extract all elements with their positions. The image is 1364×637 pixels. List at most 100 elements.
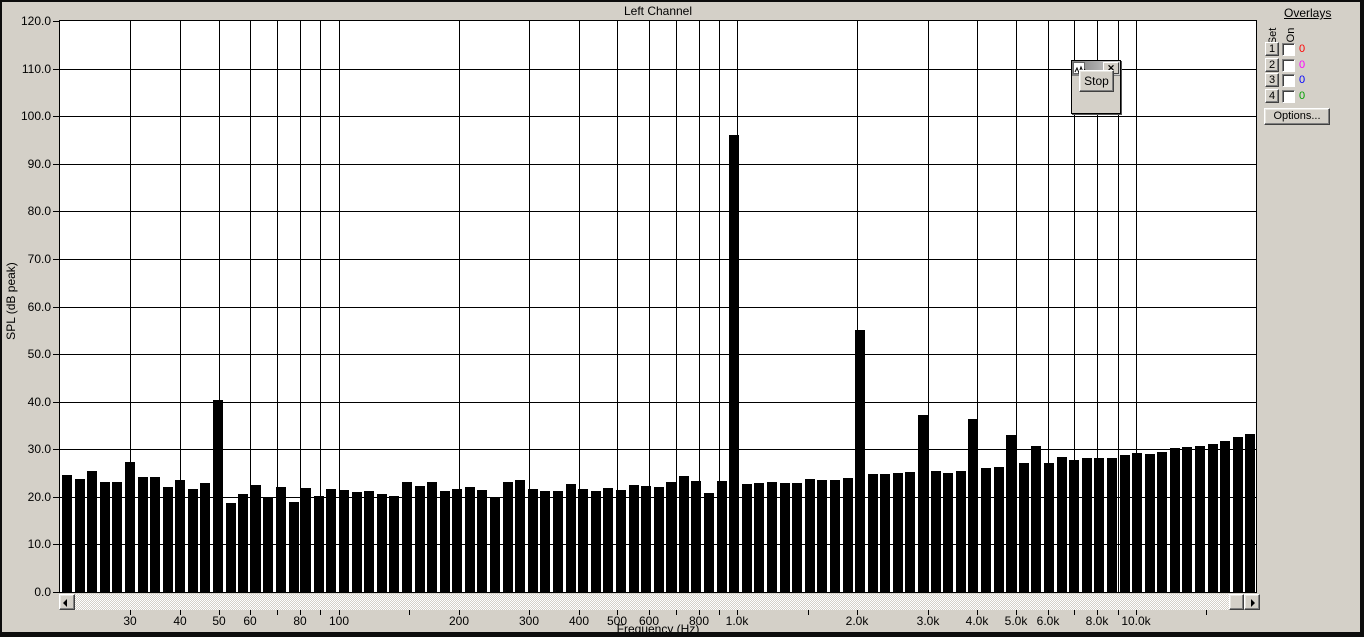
spectrum-bar [402, 482, 412, 592]
y-tick [53, 592, 59, 593]
scroll-right-button[interactable] [1244, 594, 1260, 610]
overlay-row-3: 3 0 [1265, 73, 1325, 87]
grid-line-v [1136, 21, 1137, 592]
overlay-value-2: 0 [1299, 59, 1306, 71]
y-tick-label: 40.0 [27, 395, 51, 409]
spectrum-bar [150, 477, 160, 592]
y-tick [53, 449, 59, 450]
spectrum-bar [843, 478, 853, 592]
grid-line-v [1048, 21, 1049, 592]
spectrum-bar [956, 471, 966, 592]
y-tick [53, 116, 59, 117]
x-tick-label: 400 [568, 614, 590, 628]
spectrum-bar [1082, 458, 1092, 592]
x-tick [1016, 610, 1017, 615]
overlay-set-3-button[interactable]: 3 [1265, 73, 1279, 87]
spectrum-bar [1182, 447, 1192, 592]
spectrum-bar [503, 482, 513, 592]
x-tick [409, 610, 410, 615]
y-tick-label: 20.0 [27, 490, 51, 504]
x-tick [699, 610, 700, 615]
grid-line-v [719, 21, 720, 592]
spectrum-bar [352, 492, 362, 592]
y-tick-label: 10.0 [27, 537, 51, 551]
grid-line-v [180, 21, 181, 592]
spectrum-bar [377, 494, 387, 592]
x-tick [339, 610, 340, 615]
grid-line-v [219, 21, 220, 592]
spectrum-bar [641, 486, 651, 592]
spectrum-bar [87, 471, 97, 592]
grid-line-v [699, 21, 700, 592]
spectrum-bar [540, 491, 550, 592]
spectrum-bar [339, 490, 349, 592]
overlay-set-2-button[interactable]: 2 [1265, 58, 1279, 72]
spectrum-bar [1245, 434, 1255, 592]
spectrum-bar [629, 485, 639, 592]
x-tick [219, 610, 220, 615]
overlay-value-4: 0 [1299, 90, 1306, 102]
overlay-on-1-checkbox[interactable] [1282, 43, 1295, 56]
x-tick-label: 2.0k [845, 614, 869, 628]
x-tick [320, 610, 321, 615]
y-tick-label: 120.0 [20, 14, 51, 28]
overlay-on-3-checkbox[interactable] [1282, 74, 1295, 87]
y-tick [53, 402, 59, 403]
overlay-row-2: 2 0 [1265, 58, 1325, 72]
spectrum-bar [754, 483, 764, 592]
spectrum-bar [717, 481, 727, 592]
x-tick-label: 6.0k [1036, 614, 1060, 628]
options-button[interactable]: Options... [1264, 108, 1330, 125]
x-tick-label: 200 [448, 614, 470, 628]
overlay-on-2-checkbox[interactable] [1282, 59, 1295, 72]
grid-line-v [1016, 21, 1017, 592]
spectrum-bar [767, 482, 777, 592]
scroll-left-button[interactable] [59, 594, 75, 610]
spectrum-bar [893, 473, 903, 592]
x-tick [459, 610, 460, 615]
frequency-scrollbar[interactable] [59, 594, 1260, 610]
spectrum-bar [1195, 446, 1205, 592]
spectrum-bar [1019, 463, 1029, 592]
grid-line-v [459, 21, 460, 592]
scrollbar-thumb[interactable] [1229, 594, 1244, 610]
spectrum-bar [138, 477, 148, 592]
x-tick-label: 300 [518, 614, 540, 628]
y-tick-label: 60.0 [27, 300, 51, 314]
stop-button[interactable]: Stop [1079, 70, 1114, 92]
x-tick-label: 5.0k [1004, 614, 1028, 628]
plot-area [59, 20, 1257, 593]
overlay-value-1: 0 [1299, 43, 1306, 55]
spectrum-bar [566, 484, 576, 592]
x-tick-label: 800 [688, 614, 710, 628]
x-tick-label: 4.0k [965, 614, 989, 628]
spectrum-bar [1006, 435, 1016, 592]
overlay-on-4-checkbox[interactable] [1282, 90, 1295, 103]
grid-line-v [339, 21, 340, 592]
spectrum-bar [112, 482, 122, 592]
overlay-set-4-button[interactable]: 4 [1265, 89, 1279, 103]
y-tick [53, 354, 59, 355]
y-tick-label: 70.0 [27, 252, 51, 266]
spectrum-bar [1107, 458, 1117, 592]
grid-line-v [277, 21, 278, 592]
spectrum-bar [465, 487, 475, 592]
overlay-set-1-button[interactable]: 1 [1265, 42, 1279, 56]
y-tick-label: 50.0 [27, 347, 51, 361]
spectrum-bar [1233, 437, 1243, 592]
spectrum-bar [62, 475, 72, 592]
grid-line-h [60, 354, 1256, 355]
spectrum-bar [163, 487, 173, 592]
spectrum-bar [289, 502, 299, 592]
x-tick [617, 610, 618, 615]
y-tick-label: 110.0 [21, 62, 51, 76]
spectrum-bar [817, 480, 827, 592]
y-tick [53, 259, 59, 260]
y-tick-label: 90.0 [27, 157, 51, 171]
y-tick [53, 497, 59, 498]
grid-line-h [60, 449, 1256, 450]
spectrum-bar [440, 491, 450, 592]
spectrum-bar [679, 476, 689, 592]
spectrum-bar [855, 330, 865, 592]
